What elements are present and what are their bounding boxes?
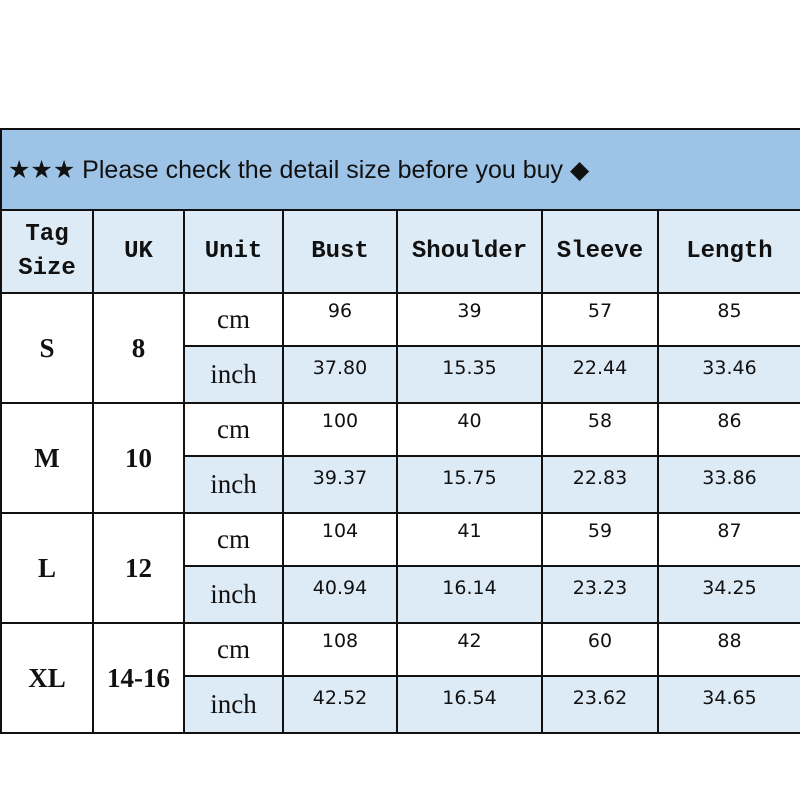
measurement-cell: 39.37 — [282, 455, 398, 514]
uk-size-cell: 12 — [92, 512, 185, 624]
unit-cell: cm — [183, 512, 284, 567]
measurement-cell: 40.94 — [282, 565, 398, 624]
table-row-cm: L 12 cm 104 41 59 87 — [0, 512, 800, 624]
uk-size-cell: 8 — [92, 292, 185, 404]
measurement-cell: 15.35 — [396, 345, 543, 404]
tag-size-cell: S — [0, 292, 94, 404]
table-row-inch: inch 42.52 16.54 23.62 34.65 — [1, 675, 800, 734]
measurement-cell: 22.83 — [541, 455, 659, 514]
table-row-inch: inch 37.80 15.35 22.44 33.46 — [1, 345, 800, 404]
measurement-cell: 59 — [541, 512, 659, 567]
measurement-cell: 60 — [541, 622, 659, 677]
measurement-cell: 57 — [541, 292, 659, 347]
unit-cell: inch — [183, 675, 284, 734]
measurement-cell: 33.46 — [657, 345, 800, 404]
uk-size-cell: 14-16 — [92, 622, 185, 734]
measurement-cell: 34.25 — [657, 565, 800, 624]
measurement-cell: 37.80 — [282, 345, 398, 404]
tag-size-cell: XL — [0, 622, 94, 734]
measurement-cell: 33.86 — [657, 455, 800, 514]
header-uk: UK — [92, 209, 185, 294]
measurement-cell: 100 — [282, 402, 398, 457]
header-sleeve: Sleeve — [541, 209, 659, 294]
table-row-cm: XL 14-16 cm 108 42 60 88 — [0, 622, 800, 734]
measurement-cell: 58 — [541, 402, 659, 457]
measurement-cell: 108 — [282, 622, 398, 677]
measurement-cell: 41 — [396, 512, 543, 567]
size-chart-table: ★★★ Please check the detail size before … — [0, 128, 800, 734]
measurement-cell: 23.23 — [541, 565, 659, 624]
table-row-inch: inch 40.94 16.14 23.23 34.25 — [1, 565, 800, 624]
measurement-cell: 42.52 — [282, 675, 398, 734]
unit-cell: inch — [183, 455, 284, 514]
measurement-cell: 42 — [396, 622, 543, 677]
tag-size-cell: M — [0, 402, 94, 514]
measurement-cell: 86 — [657, 402, 800, 457]
measurement-cell: 34.65 — [657, 675, 800, 734]
table-row-inch: inch 39.37 15.75 22.83 33.86 — [1, 455, 800, 514]
measurement-cell: 85 — [657, 292, 800, 347]
header-unit: Unit — [183, 209, 284, 294]
measurement-cell: 39 — [396, 292, 543, 347]
measurement-cell: 23.62 — [541, 675, 659, 734]
table-row-cm: M 10 cm 100 40 58 86 — [0, 402, 800, 514]
header-length: Length — [657, 209, 800, 294]
unit-cell: inch — [183, 345, 284, 404]
title-banner: ★★★ Please check the detail size before … — [0, 128, 800, 211]
unit-cell: cm — [183, 292, 284, 347]
measurement-cell: 16.14 — [396, 565, 543, 624]
measurement-cell: 15.75 — [396, 455, 543, 514]
unit-cell: cm — [183, 402, 284, 457]
measurement-cell: 88 — [657, 622, 800, 677]
measurement-cell: 22.44 — [541, 345, 659, 404]
measurement-cell: 104 — [282, 512, 398, 567]
measurement-cell: 40 — [396, 402, 543, 457]
unit-cell: cm — [183, 622, 284, 677]
measurement-cell: 16.54 — [396, 675, 543, 734]
tag-size-cell: L — [0, 512, 94, 624]
header-tag-size: Tag Size — [0, 209, 94, 294]
header-bust: Bust — [282, 209, 398, 294]
uk-size-cell: 10 — [92, 402, 185, 514]
table-row-cm: S 8 cm 96 39 57 85 — [0, 292, 800, 404]
measurement-cell: 87 — [657, 512, 800, 567]
unit-cell: inch — [183, 565, 284, 624]
measurement-cell: 96 — [282, 292, 398, 347]
header-row: Tag Size UK Unit Bust Shoulder Sleeve Le… — [0, 209, 800, 294]
header-shoulder: Shoulder — [396, 209, 543, 294]
